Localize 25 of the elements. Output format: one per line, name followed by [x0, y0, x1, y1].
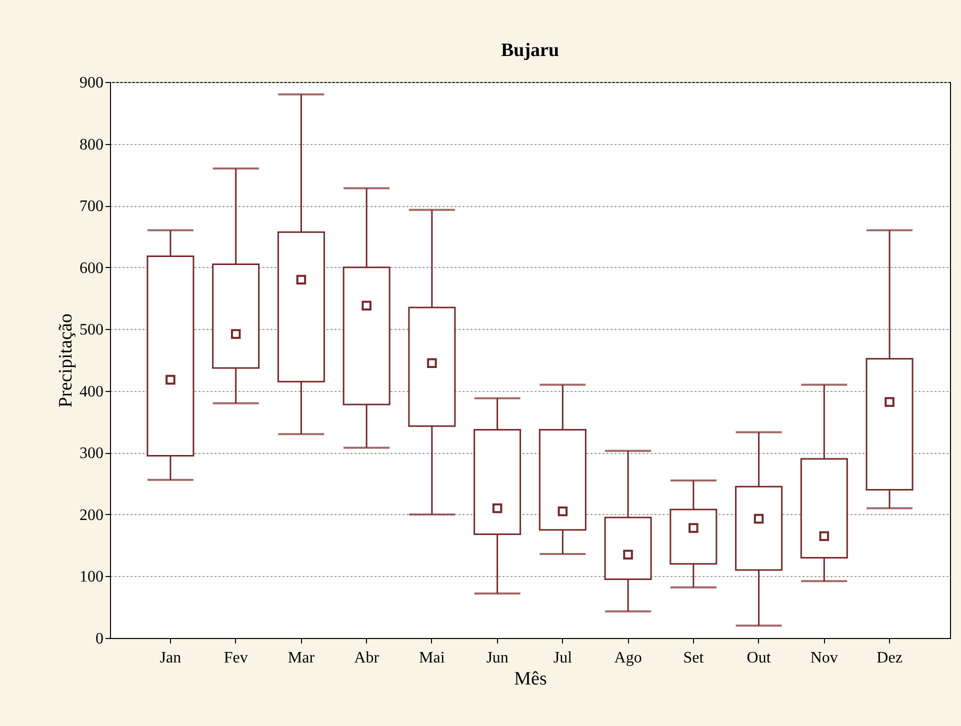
x-tick-label: Dez — [876, 650, 902, 666]
x-tick-label: Out — [746, 650, 772, 666]
chart-title: Bujaru — [500, 40, 560, 61]
x-tick-label: Mar — [288, 650, 316, 666]
y-tick-label: 600 — [80, 260, 104, 277]
x-tick-label: Nov — [810, 650, 838, 666]
y-tick-label: 300 — [80, 445, 104, 462]
y-axis-title: Precipitação — [56, 314, 76, 408]
y-tick-label: 800 — [80, 136, 104, 154]
y-tick-label: 900 — [80, 74, 104, 92]
x-tick-label: Fev — [224, 650, 248, 666]
x-tick-label: Set — [683, 650, 704, 666]
y-tick-label: 400 — [80, 383, 104, 400]
x-tick-label: Jan — [160, 650, 182, 666]
y-tick-label: 200 — [80, 506, 104, 524]
y-tick-label: 0 — [96, 630, 104, 648]
y-tick-label: 500 — [80, 322, 104, 339]
x-tick-label: Jun — [486, 650, 508, 666]
x-tick-label: Ago — [614, 650, 642, 666]
y-tick-label: 100 — [80, 568, 104, 586]
x-tick-label: Jul — [553, 650, 573, 666]
y-tick-label: 700 — [80, 198, 104, 216]
x-tick-label: Abr — [354, 650, 380, 666]
x-tick-label: Mai — [419, 650, 446, 666]
x-axis-title: Mês — [514, 668, 547, 690]
